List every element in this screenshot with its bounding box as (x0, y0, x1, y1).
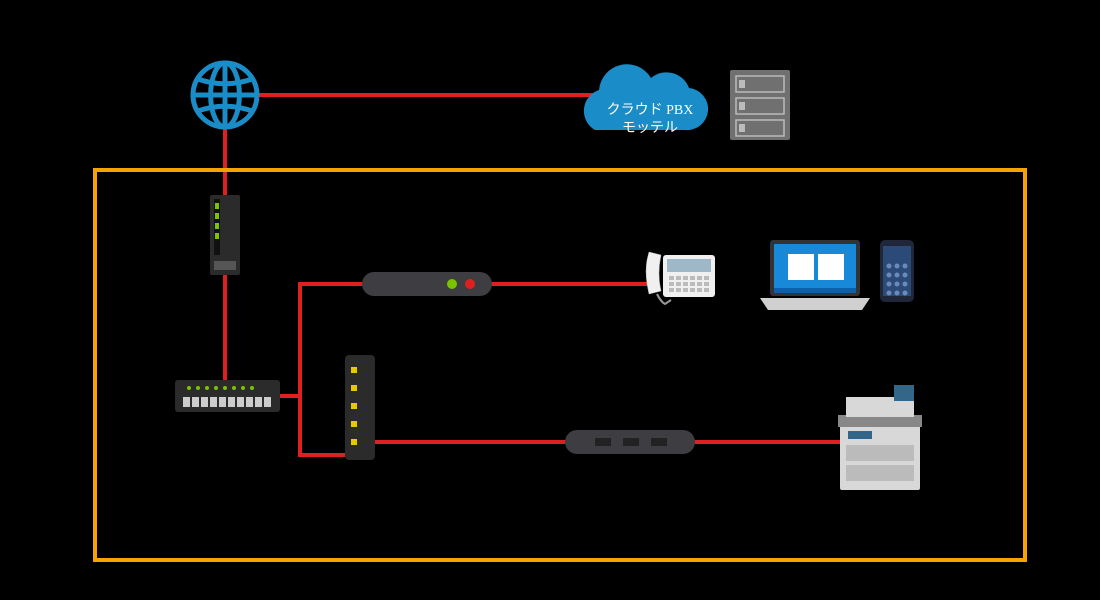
cloud-label-1: クラウド PBX (607, 102, 694, 118)
globe-icon (193, 63, 257, 127)
switch-icon (175, 380, 280, 412)
router-icon (210, 195, 240, 275)
canvas-bg (0, 0, 1100, 600)
server-icon (730, 70, 790, 140)
voice-gateway-icon (362, 272, 492, 296)
laptop-icon (760, 240, 870, 310)
hub-icon (345, 355, 375, 460)
cloud-label-2: モッテル (622, 121, 678, 136)
printer-icon (838, 385, 922, 490)
smartphone-icon (880, 240, 914, 302)
data-gateway-icon (565, 430, 695, 454)
